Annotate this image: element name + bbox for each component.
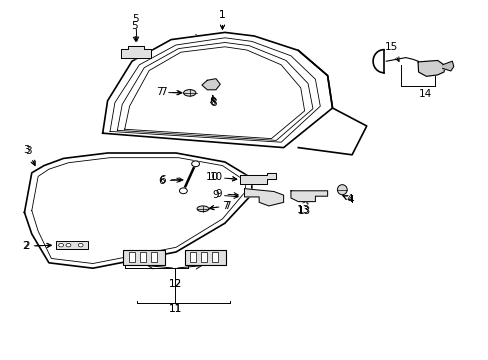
Bar bbox=[123, 250, 165, 265]
Circle shape bbox=[179, 188, 187, 194]
Text: 7: 7 bbox=[209, 201, 229, 211]
Text: 12: 12 bbox=[168, 279, 182, 289]
Circle shape bbox=[191, 161, 199, 167]
Text: 9: 9 bbox=[212, 190, 238, 200]
Text: 11: 11 bbox=[168, 304, 182, 314]
Polygon shape bbox=[442, 61, 453, 71]
Polygon shape bbox=[290, 191, 327, 202]
Bar bbox=[201, 252, 207, 262]
Circle shape bbox=[59, 243, 63, 247]
Ellipse shape bbox=[197, 206, 208, 212]
Text: 2: 2 bbox=[23, 241, 51, 251]
Bar bbox=[184, 250, 225, 265]
Bar bbox=[212, 252, 218, 262]
Text: 2: 2 bbox=[22, 241, 51, 251]
Text: 9: 9 bbox=[215, 189, 238, 199]
Polygon shape bbox=[239, 173, 276, 184]
Bar bbox=[150, 252, 156, 262]
Text: 4: 4 bbox=[343, 194, 352, 204]
Text: 13: 13 bbox=[296, 199, 309, 215]
Text: 14: 14 bbox=[418, 89, 431, 99]
Polygon shape bbox=[121, 46, 150, 58]
Text: 1: 1 bbox=[219, 10, 225, 29]
Bar bbox=[129, 252, 135, 262]
Text: 10: 10 bbox=[209, 172, 236, 182]
Text: 12: 12 bbox=[168, 279, 182, 289]
Polygon shape bbox=[417, 60, 444, 76]
Text: 7: 7 bbox=[160, 87, 181, 98]
Text: 7: 7 bbox=[156, 87, 182, 98]
Text: 4: 4 bbox=[342, 195, 354, 205]
Text: 10: 10 bbox=[205, 172, 236, 182]
Text: 3: 3 bbox=[25, 146, 35, 166]
Text: 13: 13 bbox=[297, 199, 310, 216]
Polygon shape bbox=[102, 32, 332, 148]
Text: 3: 3 bbox=[23, 145, 35, 165]
Circle shape bbox=[66, 243, 71, 247]
Text: 5: 5 bbox=[132, 14, 139, 41]
Text: 7: 7 bbox=[209, 201, 231, 211]
Text: 6: 6 bbox=[159, 175, 183, 185]
Ellipse shape bbox=[337, 185, 346, 195]
Polygon shape bbox=[298, 50, 366, 155]
Text: 11: 11 bbox=[168, 304, 182, 314]
Text: 15: 15 bbox=[384, 42, 398, 62]
Text: 8: 8 bbox=[210, 95, 217, 108]
Text: 5: 5 bbox=[131, 21, 138, 41]
Polygon shape bbox=[202, 79, 220, 90]
Bar bbox=[56, 241, 88, 249]
Polygon shape bbox=[244, 189, 283, 206]
Polygon shape bbox=[24, 153, 251, 268]
Text: 8: 8 bbox=[209, 97, 216, 107]
Ellipse shape bbox=[183, 90, 195, 96]
Bar bbox=[140, 252, 146, 262]
Text: 6: 6 bbox=[158, 176, 181, 186]
Text: 1: 1 bbox=[219, 10, 225, 29]
Bar bbox=[190, 252, 196, 262]
Circle shape bbox=[78, 243, 83, 247]
